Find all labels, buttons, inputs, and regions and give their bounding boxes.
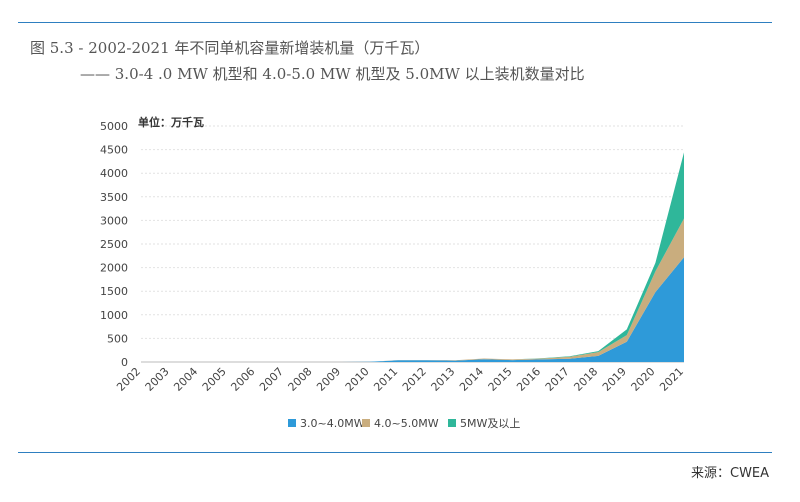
y-axis-ticks: 0 500 1000 1500 2000 2500 3000 3500 4000 4500 5000 xyxy=(100,120,128,369)
x-tick-label: 2015 xyxy=(486,365,515,394)
area-series-2 xyxy=(141,218,684,362)
y-tick-label: 1000 xyxy=(100,309,128,322)
bottom-rule xyxy=(18,452,772,453)
x-tick-label: 2005 xyxy=(200,365,229,394)
x-tick-label: 2019 xyxy=(600,365,629,394)
y-tick-label: 4000 xyxy=(100,167,128,180)
y-tick-label: 2000 xyxy=(100,262,128,275)
x-axis-ticks: 2002 2003 2004 2005 2006 2007 2008 2009 2010 2011… xyxy=(114,365,686,394)
area-series-1 xyxy=(141,257,684,362)
x-tick-label: 2014 xyxy=(457,365,486,394)
x-tick-label: 2007 xyxy=(257,365,286,394)
y-tick-label: 3500 xyxy=(100,191,128,204)
x-tick-label: 2011 xyxy=(371,365,400,394)
y-tick-label: 4500 xyxy=(100,144,128,157)
x-tick-label: 2021 xyxy=(657,365,686,394)
gridlines xyxy=(141,125,684,363)
series-areas xyxy=(141,152,684,362)
y-tick-label: 500 xyxy=(107,332,128,345)
figure-title: 图 5.3 - 2002-2021 年不同单机容量新增装机量（万千瓦） xyxy=(30,39,430,57)
area-series-3 xyxy=(141,152,684,362)
legend-swatch xyxy=(448,419,456,427)
x-tick-label: 2002 xyxy=(114,365,143,394)
x-tick-label: 2020 xyxy=(629,365,658,394)
x-tick-label: 2003 xyxy=(143,365,172,394)
legend: 3.0~4.0MW 4.0~5.0MW 5MW及以上 xyxy=(288,417,520,430)
x-tick-label: 2004 xyxy=(171,365,200,394)
x-tick-label: 2013 xyxy=(428,365,457,394)
y-tick-label: 5000 xyxy=(100,120,128,133)
y-tick-label: 1500 xyxy=(100,285,128,298)
legend-label: 4.0~5.0MW xyxy=(374,417,439,430)
legend-label: 5MW及以上 xyxy=(460,417,520,430)
legend-label: 3.0~4.0MW xyxy=(300,417,365,430)
x-tick-label: 2016 xyxy=(514,365,543,394)
x-tick-label: 2009 xyxy=(314,365,343,394)
x-tick-label: 2010 xyxy=(343,365,372,394)
legend-swatch xyxy=(288,419,296,427)
source-note: 来源：CWEA xyxy=(691,466,770,481)
y-tick-label: 2500 xyxy=(100,238,128,251)
x-tick-label: 2008 xyxy=(286,365,315,394)
unit-label: 单位：万千瓦 xyxy=(138,115,204,129)
x-tick-label: 2012 xyxy=(400,365,429,394)
y-tick-label: 3000 xyxy=(100,214,128,227)
y-tick-label: 0 xyxy=(121,356,128,369)
x-tick-label: 2018 xyxy=(571,365,600,394)
x-tick-label: 2017 xyxy=(543,365,572,394)
top-rule xyxy=(18,22,772,23)
x-tick-label: 2006 xyxy=(228,365,257,394)
figure-subtitle: —— 3.0-4 .0 MW 机型和 4.0-5.0 MW 机型及 5.0MW … xyxy=(80,65,585,83)
legend-swatch xyxy=(362,419,370,427)
